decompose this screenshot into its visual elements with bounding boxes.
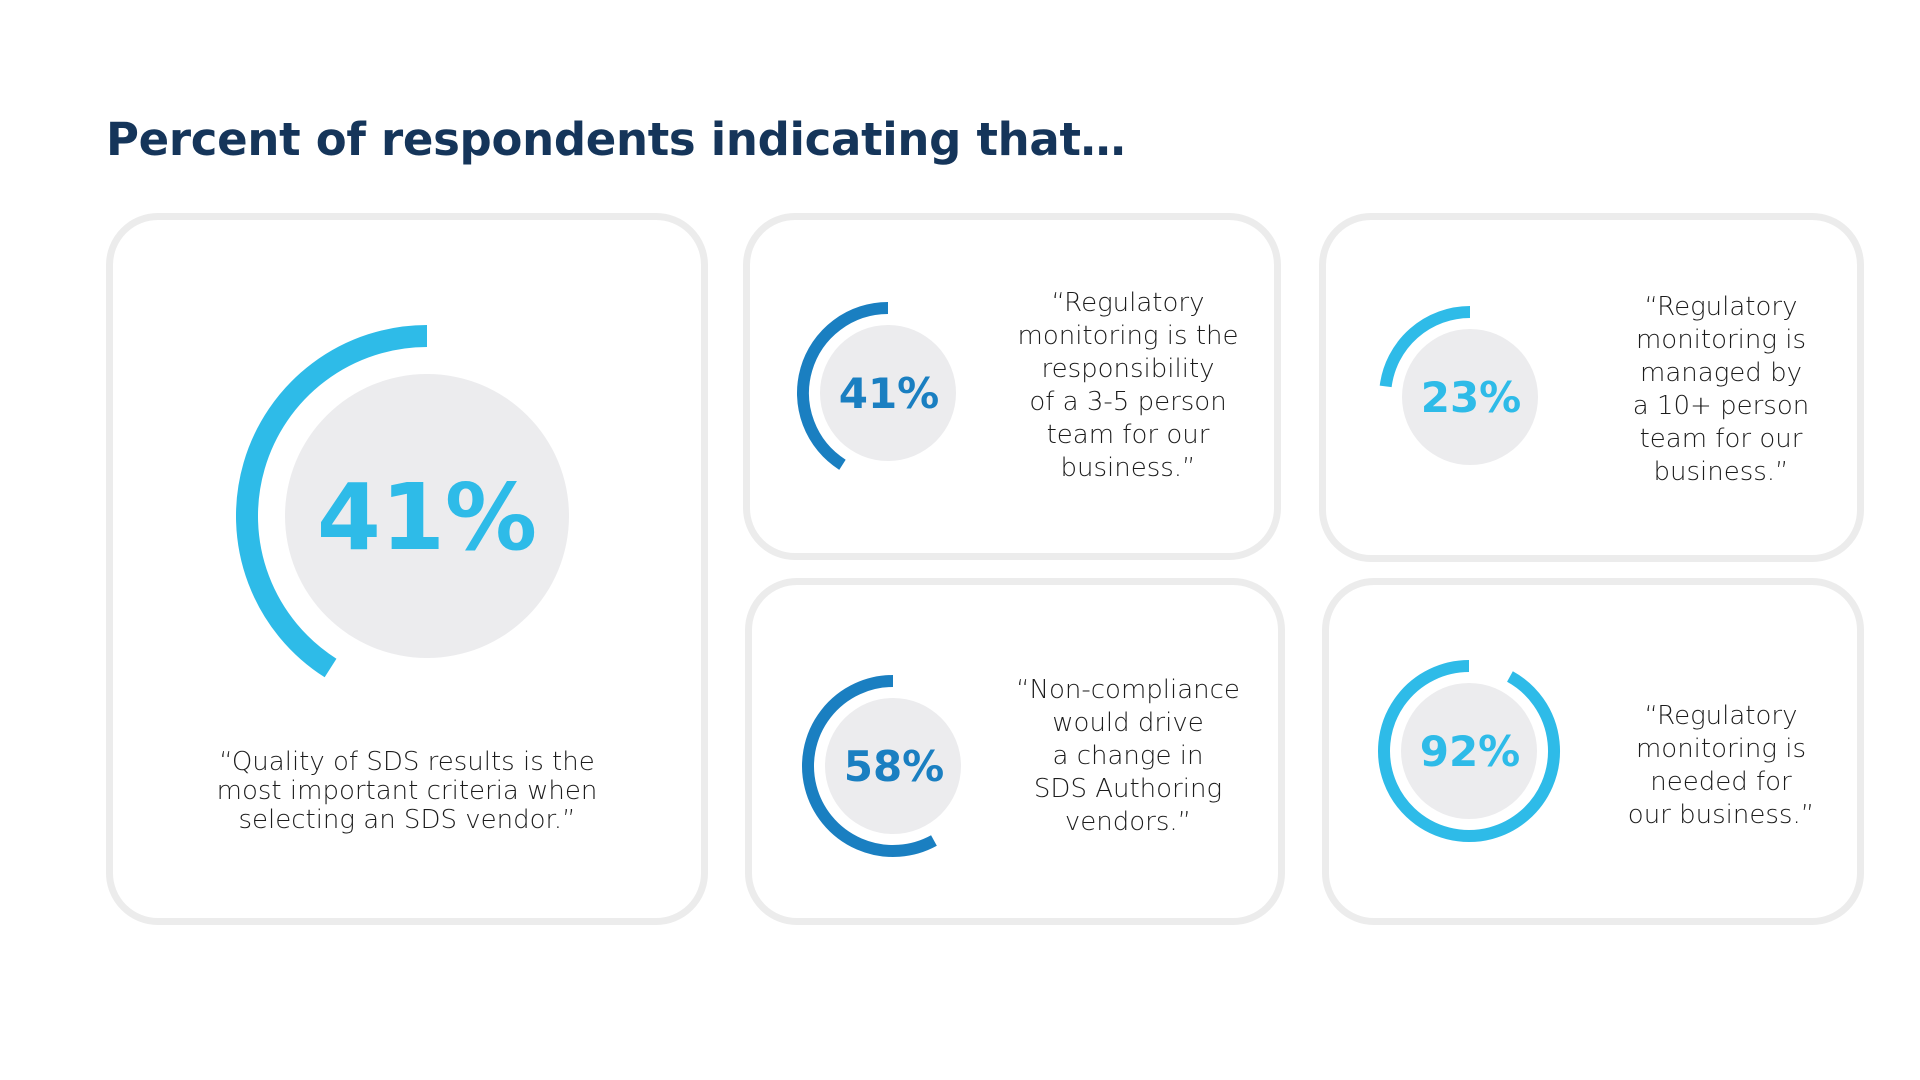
quote-text: “Regulatory monitoring is managed by a 1… bbox=[1632, 292, 1810, 487]
radial-progress-ring: 58% bbox=[793, 666, 993, 866]
radial-progress-ring: 41% bbox=[788, 293, 988, 493]
quote-text: “Non-compliance would drive a change in … bbox=[1016, 675, 1240, 837]
progress-ring-icon: 92% bbox=[1378, 660, 1560, 842]
percent-value: 92% bbox=[1420, 727, 1521, 776]
quote-text: “Quality of SDS results is the most impo… bbox=[216, 747, 598, 835]
radial-progress-ring: 41% bbox=[227, 316, 627, 716]
radial-progress-ring: 92% bbox=[1369, 651, 1569, 851]
radial-progress-ring: 23% bbox=[1370, 297, 1570, 497]
percent-value: 23% bbox=[1421, 373, 1522, 422]
quote-text: “Regulatory monitoring is needed for our… bbox=[1627, 701, 1815, 830]
quote-text: “Regulatory monitoring is the responsibi… bbox=[1017, 288, 1239, 483]
progress-ring-icon: 58% bbox=[802, 675, 961, 857]
progress-ring-icon: 41% bbox=[236, 325, 569, 678]
page-title: Percent of respondents indicating that… bbox=[106, 113, 1126, 166]
progress-ring-icon: 41% bbox=[797, 302, 956, 470]
progress-ring-icon: 23% bbox=[1379, 306, 1538, 465]
percent-value: 41% bbox=[839, 369, 940, 418]
percent-value: 58% bbox=[844, 742, 945, 791]
stat-card-non-compliance bbox=[745, 578, 1285, 925]
percent-value: 41% bbox=[317, 464, 537, 571]
